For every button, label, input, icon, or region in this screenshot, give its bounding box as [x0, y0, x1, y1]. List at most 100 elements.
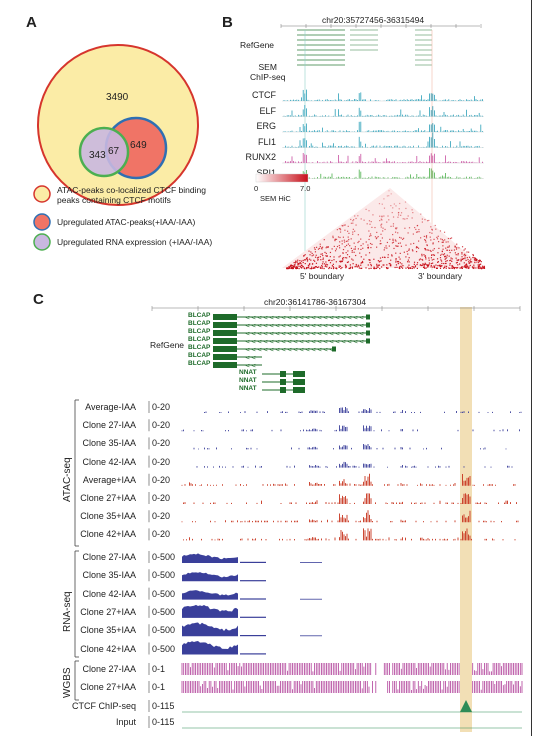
- strand-arrow: <: [341, 339, 346, 346]
- nnat-exon: [293, 379, 305, 385]
- hic-contact: [481, 265, 484, 267]
- hic-contact: [367, 244, 369, 246]
- hic-contact: [368, 210, 370, 212]
- hic-contact: [341, 225, 343, 227]
- hic-contact: [299, 265, 301, 267]
- hic-contact: [446, 260, 448, 262]
- rna-track-label: Clone 42-IAA: [82, 588, 136, 599]
- hic-contact: [339, 231, 342, 233]
- hic-contact: [461, 267, 463, 269]
- strand-arrow: <: [245, 323, 250, 330]
- hic-contact: [406, 261, 409, 263]
- hic-contact: [378, 264, 380, 267]
- hic-contact: [465, 265, 467, 268]
- hic-contact: [380, 260, 382, 262]
- hic-contact: [352, 231, 354, 233]
- hic-contact: [473, 258, 476, 260]
- hic-contact: [430, 266, 432, 268]
- hic-contact: [323, 263, 326, 265]
- strand-arrow: <: [281, 339, 286, 346]
- hic-contact: [326, 266, 328, 268]
- panel-b-tracks: [280, 24, 486, 270]
- hic-contact: [382, 227, 384, 229]
- strand-arrow: <: [251, 347, 256, 354]
- hic-contact: [323, 267, 325, 270]
- strand-arrow: <: [293, 331, 298, 338]
- hic-contact: [419, 264, 421, 266]
- wgbs-group-label: WGBS: [62, 667, 73, 698]
- hic-contact: [333, 256, 335, 258]
- hic-contact: [329, 251, 332, 254]
- hic-contact: [441, 238, 443, 241]
- hic-contact: [431, 254, 433, 256]
- hic-contact: [392, 223, 395, 225]
- hic-contact: [368, 259, 370, 261]
- blcap-exon: [213, 314, 237, 320]
- hic-contact: [365, 208, 367, 210]
- hic-contact: [355, 265, 357, 267]
- hic-contact: [425, 235, 428, 237]
- hic-contact: [359, 252, 361, 254]
- strand-arrow: <: [263, 331, 268, 338]
- hic-contact: [407, 267, 410, 270]
- hic-contact: [395, 228, 397, 230]
- hic-contact: [299, 260, 301, 262]
- hic-contact: [459, 263, 461, 265]
- hic-contact: [384, 256, 386, 259]
- hic-contact: [300, 266, 302, 268]
- hic-contact: [320, 266, 322, 268]
- blcap-exon: [213, 362, 237, 368]
- hic-contact: [418, 231, 420, 233]
- hic-contact: [464, 253, 466, 255]
- hic-contact: [436, 238, 439, 240]
- hic-contact: [379, 215, 381, 217]
- hic-contact: [368, 267, 370, 270]
- rna-track-scale: 0-500: [152, 588, 176, 599]
- hic-contact: [440, 254, 442, 256]
- hic-contact: [345, 267, 347, 269]
- hic-contact: [352, 233, 354, 235]
- hic-contact: [468, 256, 471, 258]
- hic-contact: [445, 257, 447, 260]
- atac-track-scale: 0-20: [152, 529, 171, 540]
- hic-contact: [441, 250, 443, 253]
- hic-contact: [297, 265, 299, 267]
- hic-contact: [433, 266, 436, 268]
- hic-contact: [464, 266, 466, 268]
- hic-contact: [428, 264, 430, 266]
- hic-contact: [425, 267, 427, 269]
- strand-arrow: <: [245, 355, 250, 362]
- hic-contact: [379, 219, 381, 222]
- rna-track-label: Clone 27+IAA: [80, 606, 136, 617]
- hic-contact: [426, 244, 428, 246]
- hic-contact: [450, 237, 453, 239]
- hic-contact: [373, 258, 375, 260]
- hic-contact: [397, 245, 399, 247]
- hic-contact: [447, 237, 450, 240]
- hic-contact: [394, 231, 397, 233]
- hic-contact: [439, 264, 441, 266]
- strand-arrow: <: [269, 323, 274, 330]
- hic-contact: [439, 257, 442, 259]
- hic-contact: [478, 260, 481, 262]
- hic-contact: [460, 260, 462, 262]
- hic-contact: [354, 246, 357, 248]
- hic-contact: [376, 265, 378, 267]
- hic-contact: [373, 267, 375, 269]
- hic-contact: [431, 229, 433, 231]
- panel-b-sem-label: SEM ChIP-seq: [250, 62, 285, 82]
- hic-contact: [325, 255, 327, 257]
- hic-contact: [453, 267, 455, 270]
- hic-contact: [310, 259, 312, 261]
- hic-contact: [362, 261, 364, 264]
- hic-contact: [371, 243, 373, 245]
- hic-contact: [321, 246, 324, 248]
- hic-contact: [386, 247, 388, 249]
- hic-contact: [449, 259, 451, 262]
- hic-contact: [302, 266, 304, 268]
- strand-arrow: <: [251, 355, 256, 362]
- hic-contact: [396, 266, 398, 268]
- strand-arrow: <: [353, 323, 358, 330]
- hic-contact: [474, 257, 477, 259]
- hic-contact: [322, 257, 324, 259]
